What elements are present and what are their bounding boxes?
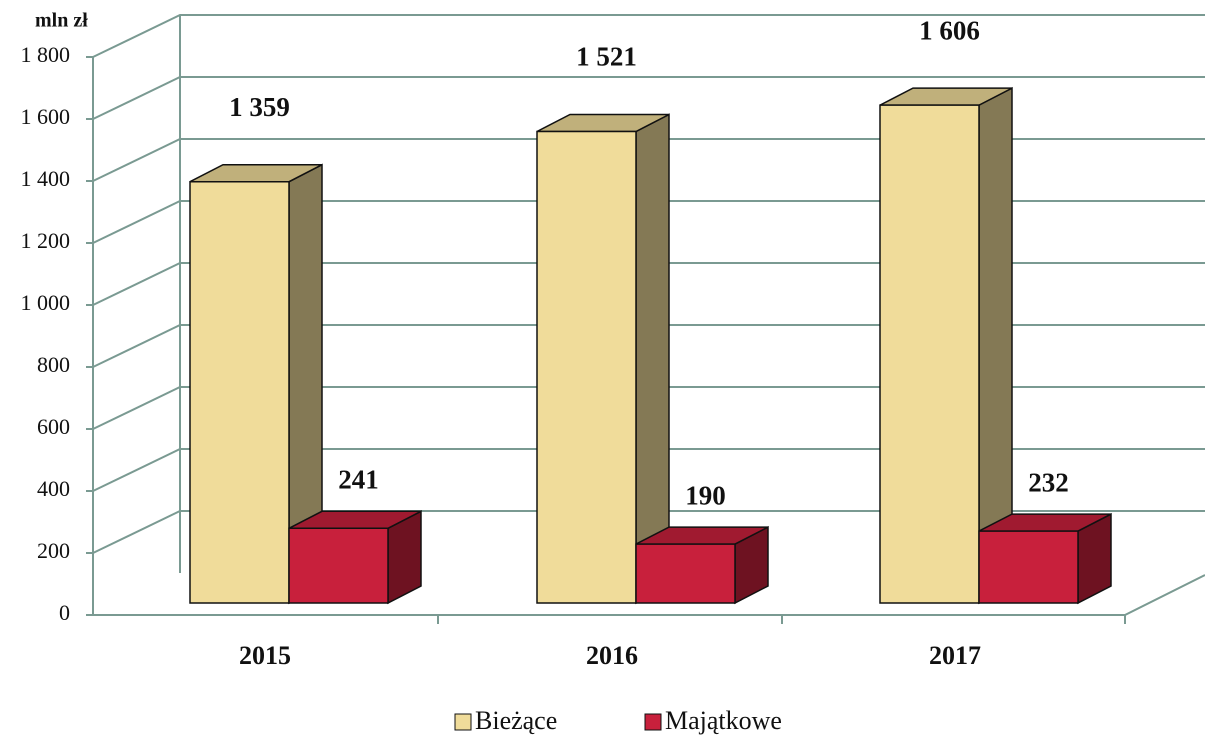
bar-front (189, 180, 290, 604)
y-tick-label: 1 400 (21, 166, 71, 191)
data-label: 1 606 (919, 15, 980, 45)
grid-line (92, 76, 1205, 120)
data-label: 241 (338, 464, 379, 494)
legend-swatch (644, 713, 662, 731)
grid-line (92, 386, 1205, 430)
bar-front (536, 130, 637, 604)
x-tick-label: 2016 (586, 641, 638, 670)
y-tick-label: 1 200 (21, 228, 71, 253)
y-tick-label: 1 600 (21, 104, 71, 129)
bar (288, 510, 422, 605)
bar (189, 163, 323, 605)
x-tick-label: 2017 (929, 641, 981, 670)
y-tick-label: 0 (59, 600, 70, 625)
bar-front (635, 543, 736, 604)
grid-line (92, 510, 1205, 554)
y-tick-label: 600 (37, 414, 70, 439)
bar-front (288, 527, 389, 604)
legend-swatch (454, 713, 472, 731)
bar (879, 86, 1013, 605)
y-tick-label: 200 (37, 538, 70, 563)
x-tick-label: 2015 (239, 641, 291, 670)
legend-label: Majątkowe (665, 706, 782, 735)
bar-front (879, 104, 980, 604)
grid-line (92, 324, 1205, 368)
bar (978, 512, 1112, 605)
bar (536, 113, 670, 605)
grid-line (92, 448, 1205, 492)
grid-line (92, 200, 1205, 244)
data-label: 1 359 (229, 92, 290, 122)
grid-line (92, 262, 1205, 306)
y-tick-label: 800 (37, 352, 70, 377)
grid-line (92, 14, 1205, 58)
y-tick-label: 1 800 (21, 42, 71, 67)
data-label: 190 (685, 480, 726, 510)
bar-front (978, 530, 1079, 604)
data-label: 232 (1028, 467, 1069, 497)
y-axis-label: mln zł (35, 10, 88, 32)
y-tick-label: 400 (37, 476, 70, 501)
legend-label: Bieżące (475, 706, 557, 735)
bar (635, 525, 769, 605)
grid-line (92, 138, 1205, 182)
data-label: 1 521 (576, 42, 637, 72)
y-tick-label: 1 000 (21, 290, 71, 315)
